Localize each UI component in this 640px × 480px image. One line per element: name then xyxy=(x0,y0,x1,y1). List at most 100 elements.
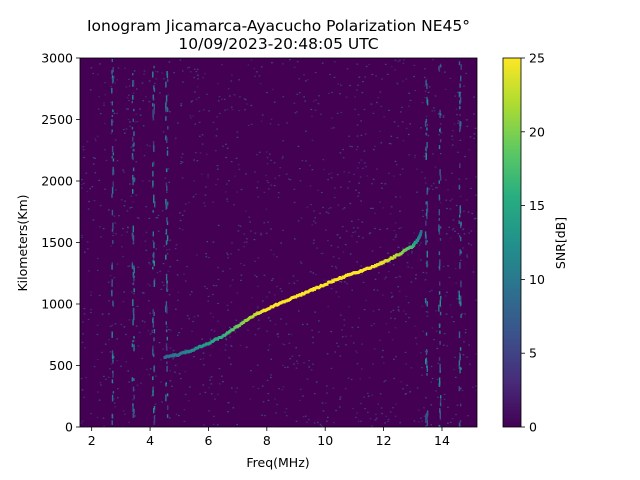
noise-cell xyxy=(233,204,235,206)
noise-cell xyxy=(305,160,307,162)
noise-cell xyxy=(271,279,273,281)
interference-cell xyxy=(153,145,155,152)
noise-cell xyxy=(227,254,229,256)
interference-cell xyxy=(131,377,133,382)
noise-cell xyxy=(376,101,378,104)
interference-cell xyxy=(133,313,135,321)
noise-cell xyxy=(311,115,313,117)
interference-cell xyxy=(152,390,154,397)
noise-cell xyxy=(90,308,92,311)
y-tick-label: 3000 xyxy=(41,51,73,66)
noise-cell xyxy=(326,392,328,394)
noise-cell xyxy=(290,333,293,335)
noise-cell xyxy=(120,365,122,367)
noise-cell xyxy=(254,232,257,234)
noise-cell xyxy=(416,387,419,389)
noise-cell xyxy=(405,295,408,297)
noise-cell xyxy=(293,102,296,104)
noise-cell xyxy=(282,386,285,388)
noise-cell xyxy=(98,179,100,181)
noise-cell xyxy=(198,121,201,123)
noise-cell xyxy=(321,402,324,404)
noise-cell xyxy=(313,210,315,212)
noise-cell xyxy=(452,219,455,221)
noise-cell xyxy=(308,366,310,368)
interference-cell xyxy=(165,343,168,349)
interference-cell xyxy=(166,185,168,192)
noise-cell xyxy=(199,344,201,346)
noise-cell xyxy=(121,246,123,248)
noise-cell xyxy=(420,352,422,354)
noise-cell xyxy=(193,76,195,79)
interference-cell xyxy=(152,114,154,119)
interference-cell xyxy=(112,158,115,162)
trace-point xyxy=(332,280,335,283)
noise-cell xyxy=(308,418,310,421)
noise-cell xyxy=(376,289,379,291)
noise-cell xyxy=(357,114,360,116)
interference-cell xyxy=(131,343,134,348)
noise-cell xyxy=(351,235,353,237)
interference-cell xyxy=(165,203,167,210)
interference-cell xyxy=(425,239,427,246)
interference-cell xyxy=(166,221,169,226)
noise-cell xyxy=(83,396,85,398)
noise-cell xyxy=(162,131,165,133)
noise-cell xyxy=(345,96,348,98)
noise-cell xyxy=(157,230,160,232)
noise-cell xyxy=(455,204,458,207)
noise-cell xyxy=(112,235,114,237)
noise-cell xyxy=(368,63,370,66)
noise-cell xyxy=(389,262,391,264)
interference-cell xyxy=(460,295,462,303)
noise-cell xyxy=(421,374,423,376)
noise-cell xyxy=(152,425,154,427)
noise-cell xyxy=(181,153,184,155)
noise-cell xyxy=(421,171,423,173)
interference-cell xyxy=(153,252,155,259)
noise-cell xyxy=(363,108,366,111)
noise-cell xyxy=(357,227,359,229)
noise-cell xyxy=(364,408,366,410)
noise-cell xyxy=(389,411,392,413)
noise-cell xyxy=(348,135,350,137)
noise-cell xyxy=(177,334,179,336)
noise-cell xyxy=(365,65,368,68)
noise-cell xyxy=(235,319,238,321)
noise-cell xyxy=(172,358,174,360)
noise-cell xyxy=(217,320,219,322)
noise-cell xyxy=(125,86,128,88)
noise-cell xyxy=(379,91,382,93)
noise-cell xyxy=(440,153,442,155)
interference-cell xyxy=(132,167,135,172)
interference-cell xyxy=(458,184,461,190)
noise-cell xyxy=(250,230,252,232)
noise-cell xyxy=(350,335,352,337)
interference-cell xyxy=(133,344,135,352)
interference-cell xyxy=(438,231,441,235)
noise-cell xyxy=(319,212,321,214)
interference-cell xyxy=(112,222,114,230)
noise-cell xyxy=(151,331,154,333)
noise-cell xyxy=(339,93,341,95)
noise-cell xyxy=(361,92,364,94)
x-tick-label: 2 xyxy=(88,433,96,448)
interference-cell xyxy=(166,281,168,289)
interference-cell xyxy=(458,360,461,366)
noise-cell xyxy=(197,315,199,317)
noise-cell xyxy=(455,376,457,378)
noise-cell xyxy=(305,130,307,132)
noise-cell xyxy=(421,209,424,211)
noise-cell xyxy=(288,178,290,180)
noise-cell xyxy=(405,393,407,395)
noise-cell xyxy=(168,417,171,419)
noise-cell xyxy=(376,168,378,170)
noise-cell xyxy=(136,217,139,219)
noise-cell xyxy=(215,135,218,137)
noise-cell xyxy=(246,241,248,243)
noise-cell xyxy=(184,280,187,282)
noise-cell xyxy=(459,139,462,141)
noise-cell xyxy=(446,291,448,293)
interference-cell xyxy=(133,336,135,339)
